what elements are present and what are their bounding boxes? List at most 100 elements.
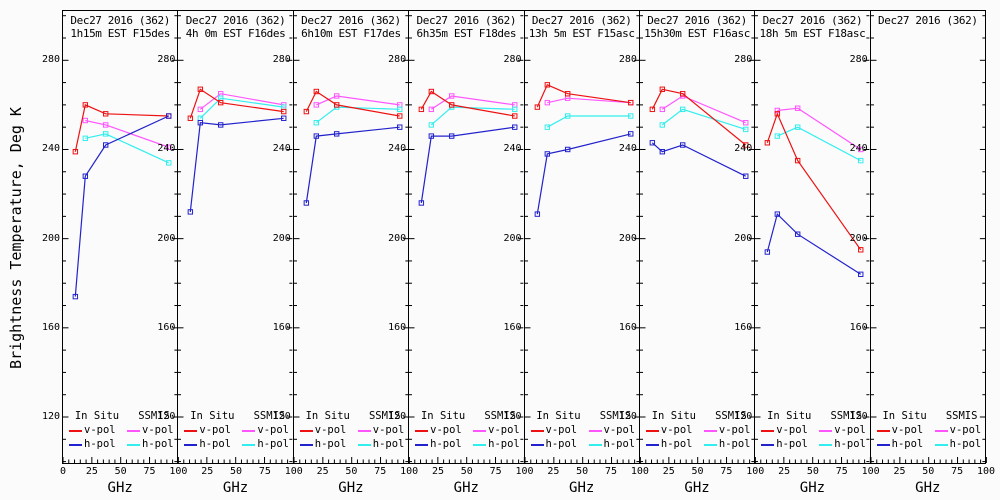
data-point-insitu_v [512,113,518,119]
data-point-ssmis_h [512,106,518,113]
y-tick-label: 280 [849,54,868,66]
data-point-insitu_v [303,108,309,115]
legend-ssmis-vpol-label: v-pol [603,424,636,436]
chart-panel: Dec27 2016 (362) 15h30m EST F16asc 280 240 2… [619,11,764,496]
legend-insitu-hpol-label: h-pol [776,438,808,450]
legend-ssmis-vpol-label: v-pol [257,424,289,436]
data-point-insitu_h [627,131,633,137]
legend-ssmis-vpol-label: v-pol [718,424,751,436]
data-point-ssmis_v [659,106,665,113]
panel-title-time-satellite: 15h30m EST F16asc [644,27,750,40]
x-tick-label: 75 [258,466,271,477]
y-tick-label: 200 [734,232,753,244]
plot-area [177,15,295,463]
legend-insitu-vpol-label: v-pol [891,424,924,436]
y-tick-label: 200 [388,232,407,244]
legend-ssmis-vpol-label: v-pol [142,424,174,436]
y-tick-label: 160 [618,321,637,333]
series-line-ssmis_v [777,107,862,151]
y-axis-title: Brightness Temperature, Deg K [7,107,25,369]
data-point-insitu_v [102,111,109,117]
legend-ssmis-vpol-label: v-pol [834,424,866,436]
x-axis-label: GHz [338,480,364,496]
data-point-insitu_v [313,88,319,95]
x-tick-label: 75 [489,466,502,477]
legend-ssmis-hpol-label: h-pol [718,438,751,450]
y-tick-label: 240 [734,143,753,155]
insitu-hpol-swatch [69,444,82,446]
legend-insitu-header: In Situ [74,410,120,422]
y-tick-label: 120 [272,411,291,422]
data-point-ssmis_h [166,160,172,166]
series-line-ssmis_v [661,95,746,124]
data-point-insitu_v [333,102,340,108]
data-point-ssmis_v [166,144,172,150]
data-point-insitu_h [72,293,79,300]
data-point-insitu_h [449,133,455,139]
y-tick-label: 280 [41,54,60,66]
data-point-ssmis_h [659,122,665,128]
y-tick-label: 200 [618,232,637,244]
data-point-insitu_h [82,173,89,179]
plot-area [293,15,410,463]
data-point-insitu_h [218,122,224,128]
x-tick-label: 100 [400,466,419,477]
data-point-insitu_h [198,120,204,126]
data-point-ssmis_h [564,113,570,119]
data-point-insitu_h [333,131,340,137]
ssmis-vpol-swatch [819,430,833,432]
x-tick-label: 100 [515,466,534,477]
x-axis-label: GHz [569,480,595,496]
legend-ssmis-hpol-label: h-pol [142,438,174,450]
data-point-insitu_v [649,106,655,113]
y-tick-label: 120 [618,411,637,422]
y-tick-label: 160 [157,321,176,333]
x-axis-label: GHz [799,480,826,496]
y-tick-label: 240 [157,143,176,155]
series-line-insitu_v [190,88,285,119]
data-point-insitu_h [679,142,686,148]
data-point-insitu_v [764,140,771,146]
x-tick-label: 50 [576,466,589,477]
legend-ssmis-header: SSMIS [368,410,401,422]
legend-ssmis-hpol-label: h-pol [603,438,636,450]
legend-insitu-vpol-label: v-pol [430,424,462,436]
data-point-ssmis_h [858,157,864,164]
x-tick-label: 50 [922,466,935,477]
data-point-ssmis_h [544,124,550,130]
panel-title-date: Dec27 2016 (362) [762,14,863,27]
x-tick-label: 50 [114,466,127,477]
legend-ssmis-vpol-label: v-pol [372,424,405,436]
insitu-vpol-swatch [415,430,429,432]
chart-panel: Dec27 2016 (362) 6h35m EST F18des 280 240 20… [388,11,534,496]
ssmis-vpol-swatch [473,430,487,432]
chart-panel: Dec27 2016 (362) 6h10m EST F17des 280 240 20… [273,11,418,496]
legend-insitu-hpol-label: h-pol [660,438,693,450]
data-point-ssmis_v [102,122,109,128]
data-point-insitu_h [564,146,570,153]
legend-ssmis-header: SSMIS [599,410,632,422]
y-tick-label: 200 [272,232,291,244]
legend-insitu-hpol-label: h-pol [314,438,347,450]
series-line-ssmis_v [315,95,400,106]
panel-title-date: Dec27 2016 (362) [70,14,170,27]
x-tick-label: 25 [85,466,98,477]
x-tick-label: 75 [951,466,964,477]
series-line-insitu_v [420,90,515,117]
data-point-insitu_h [418,200,425,206]
series-line-insitu_h [536,133,631,215]
panel-title-date: Dec27 2016 (362) [647,14,747,27]
insitu-vpol-swatch [761,430,775,432]
data-point-insitu_v [659,86,665,92]
panel-title-date: Dec27 2016 (362) [185,14,286,27]
plot-area [754,15,872,463]
data-point-insitu_h [428,133,435,139]
insitu-vpol-swatch [184,430,198,432]
data-point-insitu_v [449,102,455,108]
legend-ssmis-hpol-label: h-pol [257,438,289,450]
data-point-insitu_h [188,209,194,215]
x-axis-label: GHz [684,480,710,496]
series-line-ssmis_v [200,93,285,110]
data-point-insitu_v [534,104,540,110]
series-line-ssmis_h [661,108,746,130]
